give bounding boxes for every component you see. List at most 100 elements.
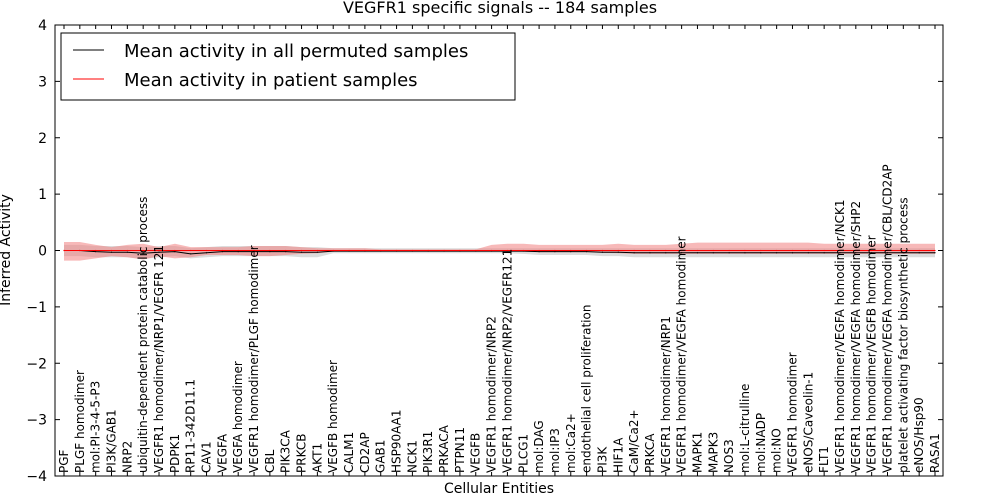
permuted-point-43 [744, 252, 746, 254]
permuted-point-5 [142, 252, 144, 254]
patient-point-13 [269, 249, 271, 252]
patient-point-54 [918, 249, 920, 252]
patient-point-29 [522, 249, 524, 252]
permuted-point-38 [665, 252, 667, 254]
patient-point-11 [237, 249, 239, 252]
patient-point-50 [855, 249, 857, 252]
chart-title: VEGFR1 specific signals -- 184 samples [343, 0, 657, 17]
permuted-point-46 [791, 252, 794, 254]
patient-point-23 [427, 249, 429, 252]
plot-area [63, 242, 936, 261]
permuted-point-30 [538, 251, 540, 253]
x-tick-label: PRKCA [643, 433, 657, 473]
x-tick-label: VEGFR1 homodimer/NRP1 [659, 316, 673, 473]
x-tick-label: PI3K [595, 446, 609, 473]
patient-point-35 [617, 249, 619, 252]
patient-point-51 [871, 249, 873, 252]
y-axis: 4 3 2 1 0 −1 −2 −3 −4 [26, 18, 943, 485]
x-tick-label: mol:DAG [532, 420, 546, 473]
x-tick-label: CD2AP [358, 432, 372, 473]
patient-point-38 [665, 249, 667, 252]
patient-point-39 [681, 249, 683, 252]
x-tick-label: VEGFR1 homodimer/VEGFA homodimer/SHP2 [849, 201, 863, 473]
legend-box [60, 32, 516, 101]
x-tick-label: VEGFR1 homodimer/VEGFA homodimer/NCK1 [833, 200, 847, 474]
permuted-point-32 [570, 251, 572, 253]
permuted-point-6 [158, 251, 160, 253]
patient-point-27 [490, 249, 493, 252]
x-tick-label: HIF1A [611, 437, 625, 473]
x-tick-label: mol:NADP [754, 413, 768, 473]
x-tick-label: PGF [57, 449, 71, 473]
y-tick-label: 2 [38, 131, 47, 147]
permuted-point-49 [839, 252, 841, 254]
permuted-point-55 [934, 252, 936, 254]
patient-point-22 [411, 249, 413, 252]
patient-point-43 [744, 249, 746, 252]
patient-point-49 [839, 249, 841, 252]
x-tick-label: mol:PI-3-4-5-P3 [89, 381, 103, 473]
patient-point-4 [126, 249, 128, 252]
permuted-point-11 [237, 251, 239, 253]
permuted-point-41 [712, 252, 714, 254]
x-tick-label: mol:IP3 [548, 428, 562, 473]
patient-point-3 [110, 249, 113, 252]
x-tick-label: endothelial cell proliferation [580, 305, 594, 473]
x-tick-label: mol:Ca2+ [564, 413, 578, 473]
patient-point-12 [253, 249, 255, 252]
patient-point-42 [728, 249, 730, 252]
x-tick-label: VEGFR1 homodimer/NRP2/VEGFR121 [500, 249, 514, 473]
x-tick-label: AKT1 [310, 443, 324, 473]
patient-point-37 [649, 249, 651, 252]
x-tick-label: eNOS/Hsp90 [912, 397, 926, 473]
x-tick-label: FLT1 [817, 446, 831, 473]
permuted-point-37 [649, 252, 651, 254]
permuted-point-34 [601, 251, 604, 253]
x-tick-label: CALM1 [342, 432, 356, 473]
patient-point-34 [601, 249, 604, 252]
x-tick-label: PI3K/GAB1 [105, 409, 119, 473]
x-tick-label: PIK3CA [279, 429, 293, 473]
permuted-point-14 [285, 251, 287, 253]
x-tick-label: PRKCB [295, 434, 309, 473]
patient-point-31 [554, 249, 556, 252]
patient-point-45 [776, 249, 778, 252]
y-tick-label: 0 [38, 244, 47, 260]
patient-point-16 [316, 249, 318, 252]
x-tick-label: RASA1 [928, 433, 942, 473]
patient-point-44 [760, 249, 762, 252]
x-tick-label: VEGFB homodimer [326, 360, 340, 473]
permuted-point-10 [221, 251, 223, 253]
y-tick-label: −4 [26, 469, 47, 485]
patient-point-21 [395, 249, 398, 252]
y-tick-label: −1 [26, 300, 47, 316]
x-tick-label: VEGFA homodimer [231, 361, 245, 473]
x-tick-label: NRP2 [120, 441, 134, 473]
permuted-point-9 [205, 252, 208, 254]
patient-point-28 [506, 249, 509, 252]
legend: Mean activity in all permuted samples Me… [60, 32, 516, 101]
patient-point-52 [886, 249, 889, 252]
permuted-point-36 [633, 252, 635, 254]
x-tick-label: VEGFB [469, 433, 483, 473]
x-tick-label: MAPK3 [706, 432, 720, 473]
patient-point-1 [79, 249, 81, 252]
x-tick-label: VEGFR1 homodimer/NRP1/VEGFR 121 [152, 245, 166, 473]
permuted-point-47 [807, 252, 809, 254]
y-tick-label: 4 [38, 18, 47, 34]
patient-point-53 [902, 249, 904, 252]
patient-point-47 [807, 249, 809, 252]
x-axis-label: Cellular Entities [444, 481, 554, 497]
patient-point-24 [443, 249, 445, 252]
x-tick-label: PIK3R1 [421, 431, 435, 473]
permuted-point-3 [110, 251, 113, 253]
permuted-mean-line [64, 250, 935, 255]
patient-point-2 [95, 249, 97, 252]
patient-point-33 [586, 249, 588, 252]
permuted-point-16 [316, 251, 318, 253]
permuted-point-53 [902, 252, 904, 254]
patient-point-19 [364, 249, 366, 252]
patient-point-48 [823, 249, 825, 252]
patient-point-30 [538, 249, 540, 252]
